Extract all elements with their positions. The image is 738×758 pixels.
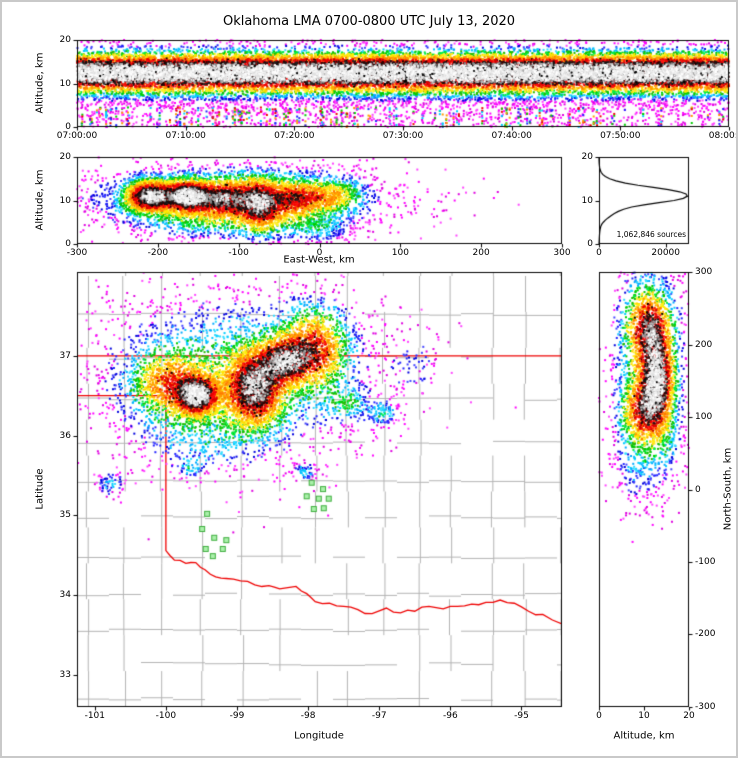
north-south-ylabel: North-South, km [722, 447, 734, 531]
time-height-ylabel: Altitude, km [34, 52, 46, 114]
plan-view-ylabel: Latitude [34, 468, 46, 510]
plan-view-xlabel: Longitude [294, 730, 344, 742]
north-south-xlabel: Altitude, km [613, 730, 675, 742]
east-west-ylabel: Altitude, km [34, 169, 46, 231]
source-count-label: 1,062,846 sources [616, 230, 686, 239]
figure-title: Oklahoma LMA 0700-0800 UTC July 13, 2020 [222, 14, 516, 29]
east-west-xlabel: East-West, km [283, 254, 355, 266]
